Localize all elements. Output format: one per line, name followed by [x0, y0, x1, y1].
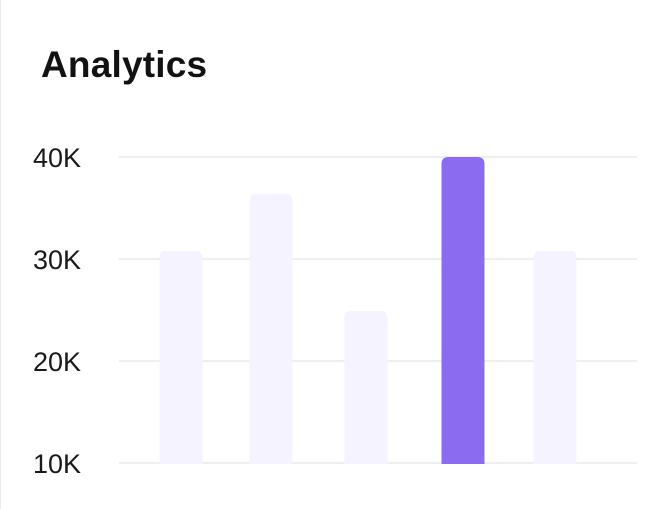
bar[interactable]: [249, 193, 293, 464]
chart-title: Analytics: [41, 44, 208, 85]
y-tick-label: 40K: [33, 143, 81, 173]
bar[interactable]: [159, 250, 203, 464]
bar[interactable]: [533, 250, 577, 464]
y-tick-label: 10K: [33, 449, 81, 479]
y-tick-label: 20K: [33, 347, 81, 377]
y-tick-label: 30K: [33, 245, 81, 275]
bar-highlighted[interactable]: [441, 157, 485, 464]
bar[interactable]: [344, 311, 388, 464]
y-axis-labels: 40K 30K 20K 10K: [33, 143, 81, 479]
bars: [159, 157, 577, 464]
